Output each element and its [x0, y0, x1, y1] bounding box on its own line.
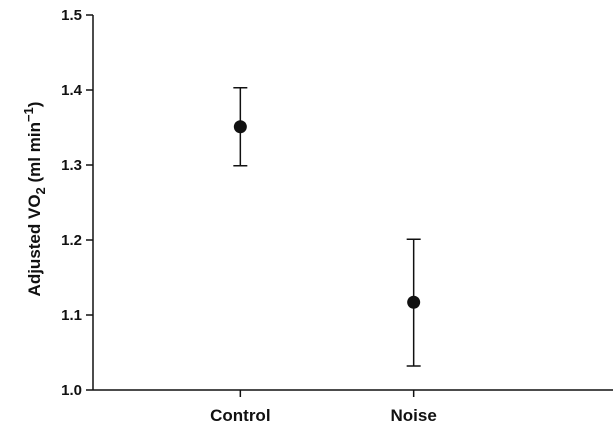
y-axis: 1.0 1.1 1.2 1.3 1.4 1.5	[61, 7, 94, 399]
data-point	[233, 120, 247, 134]
y-tick-label: 1.3	[61, 157, 82, 174]
y-tick-label: 1.1	[61, 307, 82, 324]
data-marks	[233, 87, 421, 367]
ylabel-superscript: −1	[21, 107, 36, 122]
ylabel-prefix: Adjusted VO	[25, 194, 44, 296]
ylabel-unit-prefix: (ml min	[25, 122, 44, 187]
x-axis: Control Noise	[93, 389, 613, 425]
x-tick-label: Control	[210, 406, 270, 425]
data-point	[407, 295, 421, 309]
ylabel-unit-suffix: )	[25, 102, 44, 108]
y-tick-label: 1.0	[61, 382, 82, 399]
y-tick-label: 1.2	[61, 232, 82, 249]
y-tick-label: 1.4	[61, 82, 83, 99]
y-tick-label: 1.5	[61, 7, 82, 24]
ylabel-subscript: 2	[33, 187, 48, 194]
x-tick-label: Noise	[391, 406, 437, 425]
y-axis-label: Adjusted VO2 (ml min−1)	[21, 102, 48, 297]
